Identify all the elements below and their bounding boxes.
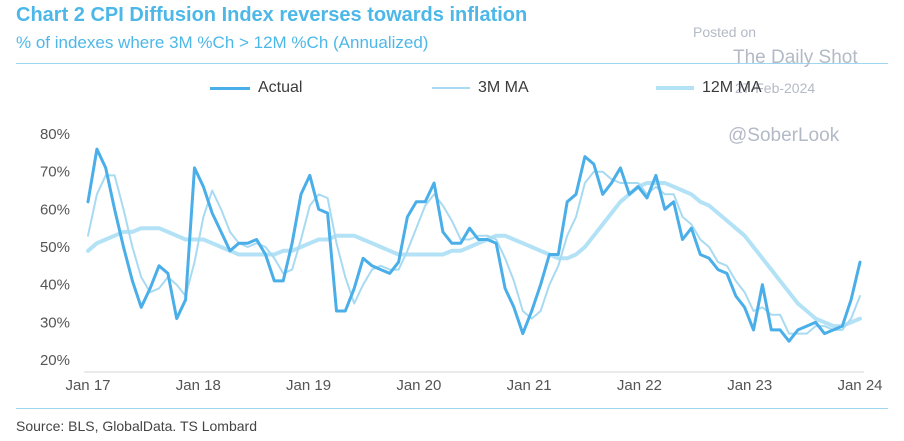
x-tick-label: Jan 20 [396,377,441,394]
chart-subtitle: % of indexes where 3M %Ch > 12M %Ch (Ann… [16,33,429,52]
watermark-handle: @SoberLook [728,125,840,146]
legend-label-3m-ma: 3M MA [478,79,529,96]
series-line-actual [86,147,862,343]
y-tick-label: 30% [40,314,70,331]
legend-item-12m-ma: 12M MA [656,77,762,99]
watermark-posted-on: Posted on [693,24,757,40]
x-tick-label: Jan 18 [176,377,221,394]
legend-item-3m-ma: 3M MA [432,77,529,99]
x-tick-label: Jan 23 [727,377,772,394]
series-line-3m-ma [87,170,861,335]
source-note: Source: BLS, GlobalData. TS Lombard [16,418,257,434]
y-tick-label: 60% [40,201,70,218]
x-tick-label: Jan 17 [65,377,110,394]
legend-label-actual: Actual [258,79,303,96]
title-divider [16,63,888,64]
y-tick-label: 70% [40,164,70,181]
x-tick-label: Jan 24 [837,377,882,394]
legend-swatch-actual [210,86,250,90]
legend-swatch-12m-ma [656,86,694,90]
watermark-publication: The Daily Shot [733,47,858,68]
legend-label-12m-ma: 12M MA [702,79,762,96]
watermark-date: 27-Feb-2024 [735,80,816,96]
footer-divider [16,408,888,409]
x-tick-label: Jan 19 [286,377,331,394]
legend-swatch-3m-ma [432,87,470,89]
y-tick-label: 20% [40,352,70,369]
x-tick-label: Jan 21 [507,377,552,394]
series-line-12m-ma [86,181,862,329]
y-tick-label: 40% [40,277,70,294]
y-tick-label: 80% [40,126,70,143]
x-tick-label: Jan 22 [617,377,662,394]
chart-title: Chart 2 CPI Diffusion Index reverses tow… [16,4,528,26]
y-tick-label: 50% [40,239,70,256]
legend-item-actual: Actual [210,77,302,99]
